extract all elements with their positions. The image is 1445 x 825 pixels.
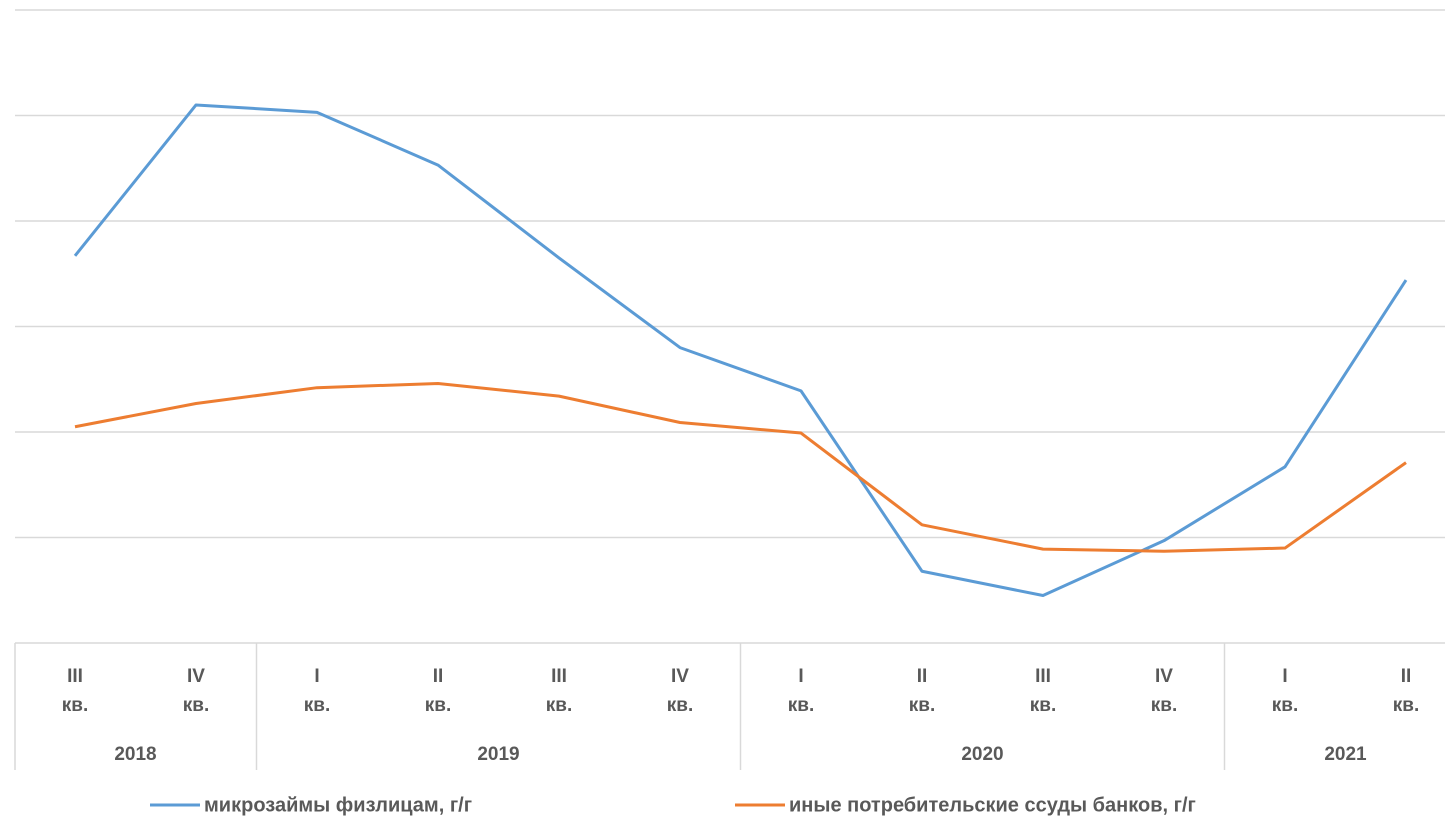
series-line <box>73 103 1408 598</box>
x-tick-label: I кв. <box>303 666 331 716</box>
x-tick-label: II кв. <box>908 666 936 716</box>
x-tick-label: IV кв. <box>1150 666 1178 716</box>
x-tick-label: IV кв. <box>182 666 210 716</box>
series-line <box>74 381 1407 553</box>
legend-label: микрозаймы физлицам, г/г <box>204 794 472 816</box>
x-tick-label: III кв. <box>1029 666 1057 716</box>
x-tick-label: I кв. <box>1271 666 1299 716</box>
x-tick-label: II кв. <box>424 666 452 716</box>
legend-label: иные потребительские ссуды банков, г/г <box>789 794 1196 816</box>
x-tick-label: III кв. <box>61 666 89 716</box>
group-label: 2021 <box>1324 744 1367 765</box>
x-tick-label: III кв. <box>545 666 573 716</box>
group-label: 2019 <box>477 744 519 765</box>
x-tick-label: II кв. <box>1392 666 1420 716</box>
x-tick-label: I кв. <box>787 666 815 716</box>
group-label: 2020 <box>961 744 1003 765</box>
x-tick-label: IV кв. <box>666 666 694 716</box>
group-label: 2018 <box>114 744 156 765</box>
